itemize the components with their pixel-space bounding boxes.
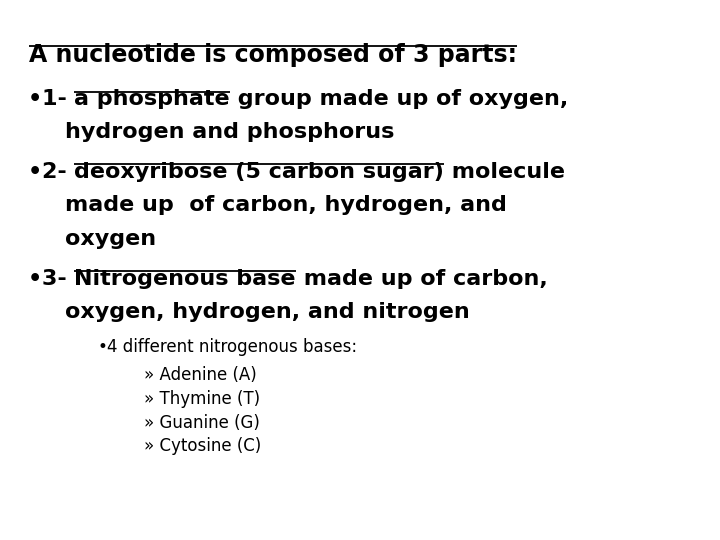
- Text: group made up of oxygen,: group made up of oxygen,: [230, 89, 568, 109]
- Text: » Guanine (G): » Guanine (G): [144, 414, 260, 431]
- Text: •: •: [27, 162, 42, 182]
- Text: 4 different nitrogenous bases:: 4 different nitrogenous bases:: [107, 338, 357, 355]
- Text: » Adenine (A): » Adenine (A): [144, 366, 257, 384]
- Text: a phosphate: a phosphate: [74, 89, 230, 109]
- Text: A nucleotide is composed of 3 parts:: A nucleotide is composed of 3 parts:: [29, 43, 517, 67]
- Text: 1-: 1-: [42, 89, 74, 109]
- Text: 3-: 3-: [42, 269, 74, 289]
- Text: •: •: [97, 338, 107, 355]
- Text: made up  of carbon, hydrogen, and: made up of carbon, hydrogen, and: [65, 195, 507, 215]
- Text: » Thymine (T): » Thymine (T): [144, 390, 260, 408]
- Text: hydrogen and phosphorus: hydrogen and phosphorus: [65, 122, 394, 141]
- Text: made up of carbon,: made up of carbon,: [296, 269, 547, 289]
- Text: » Cytosine (C): » Cytosine (C): [144, 437, 261, 455]
- Text: 2-: 2-: [42, 162, 74, 182]
- Text: molecule: molecule: [444, 162, 565, 182]
- Text: oxygen: oxygen: [65, 229, 156, 249]
- Text: deoxyribose (5 carbon sugar): deoxyribose (5 carbon sugar): [74, 162, 444, 182]
- Text: oxygen, hydrogen, and nitrogen: oxygen, hydrogen, and nitrogen: [65, 302, 469, 322]
- Text: •: •: [27, 89, 42, 109]
- Text: Nitrogenous base: Nitrogenous base: [74, 269, 296, 289]
- Text: •: •: [27, 269, 42, 289]
